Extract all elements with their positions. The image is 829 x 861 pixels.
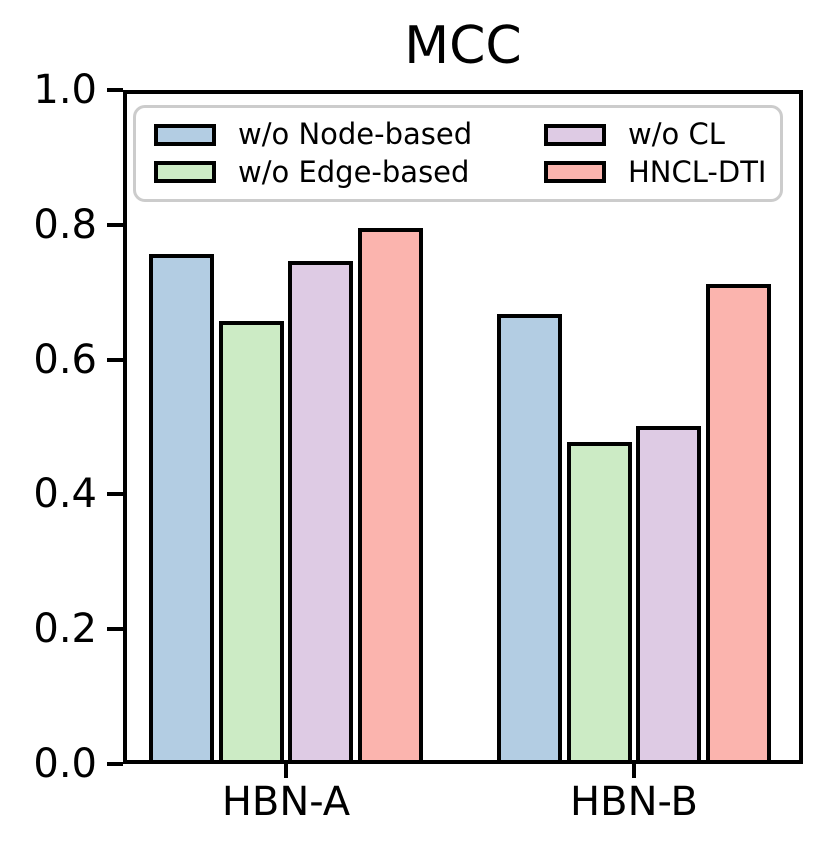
- bar-hncl-dti-hbn-a: [357, 228, 423, 764]
- legend-swatch-w-o-edge-based: [154, 161, 216, 184]
- bar-w-o-edge-based-hbn-a: [218, 321, 284, 764]
- x-tick-mark: [284, 764, 288, 778]
- legend-label: w/o Edge-based: [238, 154, 470, 189]
- x-tick-mark: [632, 764, 636, 778]
- legend-item-w-o-node-based: w/o Node-based: [154, 116, 544, 154]
- legend: w/o Node-based w/o Edge-based w/o CL HNCL-D…: [133, 105, 783, 202]
- legend-label: HNCL-DTI: [628, 154, 767, 189]
- y-tick-label: 0.4: [33, 471, 97, 518]
- x-tick-label-hbn-b: HBN-B: [570, 779, 698, 825]
- y-tick-label: 0.6: [33, 336, 97, 383]
- legend-label: w/o Node-based: [238, 117, 473, 152]
- legend-label: w/o CL: [628, 117, 725, 152]
- bar-w-o-cl-hbn-a: [288, 261, 354, 764]
- legend-item-hncl-dti: HNCL-DTI: [544, 154, 770, 192]
- plot-area: w/o Node-based w/o Edge-based w/o CL HNCL-D…: [123, 90, 803, 764]
- y-tick-mark: [107, 762, 123, 766]
- y-tick-mark: [107, 357, 123, 362]
- bar-w-o-edge-based-hbn-b: [566, 442, 632, 764]
- bar-w-o-node-based-hbn-b: [497, 314, 563, 764]
- legend-swatch-w-o-cl: [544, 123, 606, 146]
- x-tick-label-hbn-a: HBN-A: [221, 779, 351, 825]
- y-tick-mark: [107, 222, 123, 227]
- chart-title: MCC: [404, 16, 522, 76]
- y-tick-mark: [107, 492, 123, 497]
- bar-w-o-cl-hbn-b: [636, 426, 702, 764]
- y-tick-label: 0.8: [33, 201, 97, 248]
- bar-hncl-dti-hbn-b: [705, 284, 771, 764]
- legend-swatch-hncl-dti: [544, 161, 606, 184]
- y-tick-mark: [107, 88, 123, 92]
- y-tick-mark: [107, 627, 123, 632]
- y-tick-label: 1.0: [33, 67, 97, 113]
- legend-swatch-w-o-node-based: [154, 123, 216, 146]
- bar-w-o-node-based-hbn-a: [149, 254, 215, 764]
- y-tick-label: 0.0: [33, 741, 97, 787]
- legend-item-w-o-cl: w/o CL: [544, 116, 770, 154]
- y-tick-label: 0.2: [33, 606, 97, 653]
- legend-item-w-o-edge-based: w/o Edge-based: [154, 154, 544, 192]
